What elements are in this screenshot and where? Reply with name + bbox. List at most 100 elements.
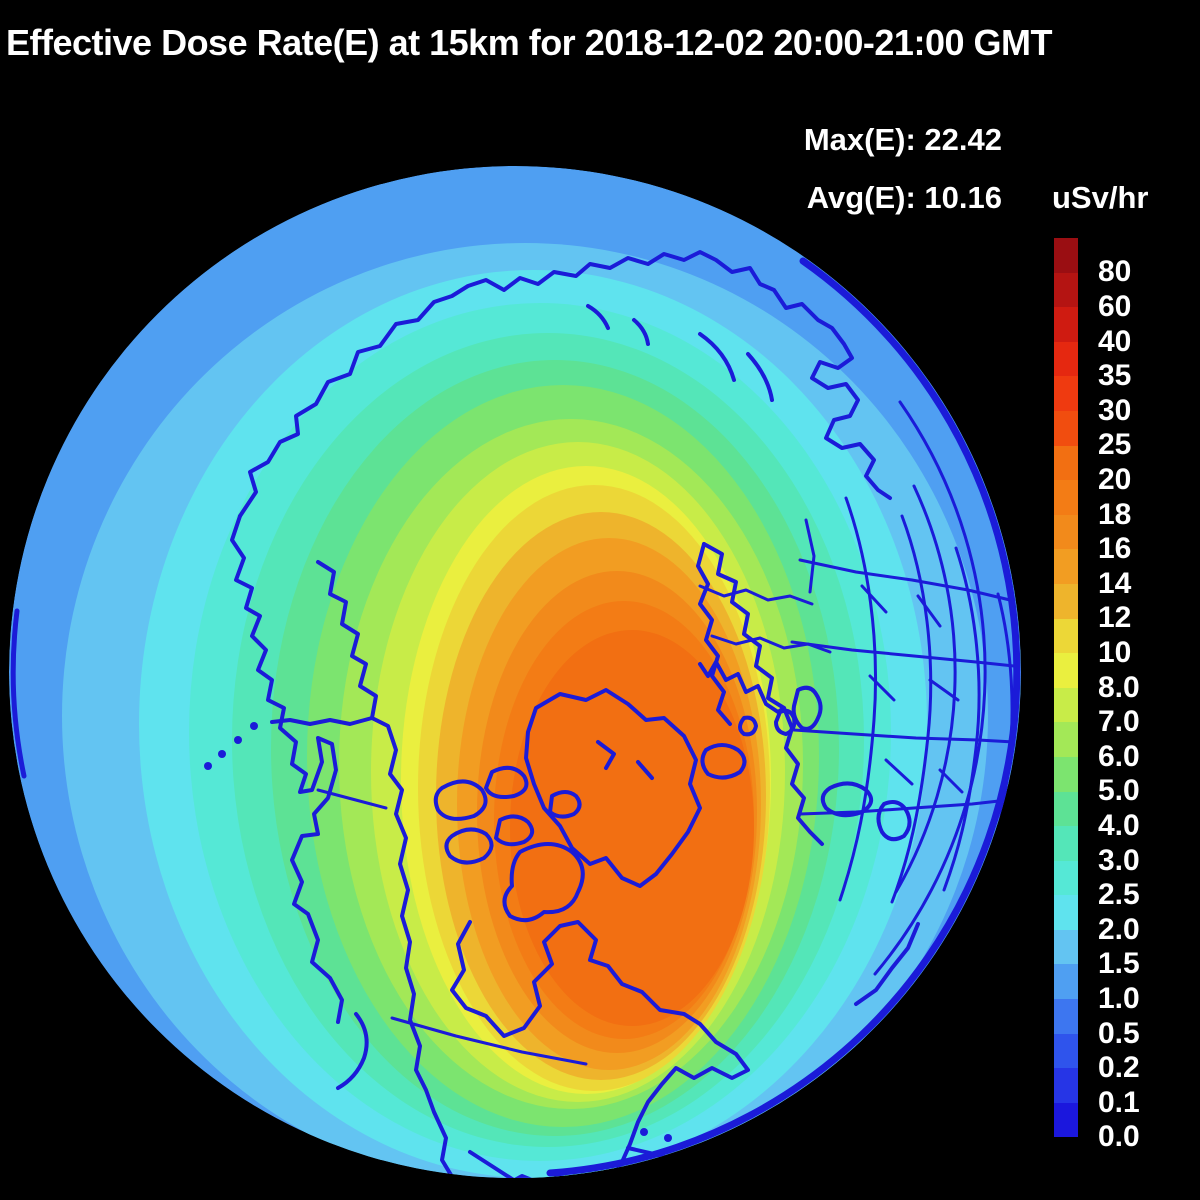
coastline-scandinavia — [698, 542, 786, 714]
limb-arc-bottom — [546, 1111, 755, 1177]
colorbar-tick-label: 10 — [1098, 635, 1132, 669]
pacific-island — [68, 1038, 76, 1046]
coastlines-layer — [10, 250, 1021, 1178]
colorbar-segment — [1054, 272, 1078, 308]
limb-coast-arcs — [10, 257, 1021, 1177]
coastline-mediterranean-africa — [854, 922, 920, 1006]
coastline-alaska-peninsula — [270, 716, 374, 726]
colorbar-tick-label: 1.0 — [1098, 981, 1140, 1015]
dose-bands — [62, 243, 988, 1178]
aleutian-island — [250, 722, 258, 730]
pacific-island — [91, 1046, 99, 1054]
colorbar-tick-label: 2.5 — [1098, 878, 1140, 912]
stats-block: Max(E): 22.42 Avg(E): 10.16 — [700, 122, 1002, 238]
colorbar-segment — [1054, 480, 1078, 515]
coastline-europe — [782, 706, 824, 846]
coastline-gulf-coast — [502, 1174, 600, 1178]
coastline-iceland — [700, 743, 747, 780]
colorbar — [1054, 238, 1078, 1138]
colorbar-tick-label: 12 — [1098, 601, 1132, 635]
caribbean-island — [664, 1134, 672, 1142]
colorbar-tick-label: 2.0 — [1098, 912, 1140, 946]
coastline-greenland — [524, 688, 702, 888]
colorbar-tick-label: 0.0 — [1098, 1120, 1140, 1154]
aleutian-island — [204, 762, 212, 770]
colorbar-tick-label: 7.0 — [1098, 705, 1140, 739]
aleutian-island — [234, 736, 242, 744]
colorbar-segment — [1054, 999, 1078, 1034]
border-us-canada — [390, 1016, 588, 1066]
colorbar-tick-label: 18 — [1098, 497, 1132, 531]
coastline-alaska-west-coast — [316, 560, 456, 1178]
caribbean-island — [640, 1128, 648, 1136]
colorbar-tick-label: 16 — [1098, 532, 1132, 566]
coastline-hudson-bay-east-canada — [450, 920, 750, 1178]
colorbar-tick-label: 1.5 — [1098, 947, 1140, 981]
colorbar-segment — [1054, 618, 1078, 654]
colorbar-segment — [1054, 376, 1078, 411]
colorbar-tick-label: 5.0 — [1098, 774, 1140, 808]
colorbar-segment — [1054, 860, 1078, 896]
colorbar-segment — [1054, 653, 1078, 688]
coastline-mexico-gulf — [468, 1150, 556, 1178]
colorbar-segment — [1054, 1033, 1078, 1069]
colorbar-segment — [1054, 964, 1078, 1000]
colorbar-segment — [1054, 238, 1078, 273]
colorbar-tick-label: 4.0 — [1098, 808, 1140, 842]
colorbar-segment — [1054, 826, 1078, 861]
coastline-east-asia — [230, 514, 344, 1024]
colorbar-segment — [1054, 514, 1078, 550]
colorbar-tick-label: 0.5 — [1098, 1016, 1140, 1050]
colorbar-segment — [1054, 791, 1078, 827]
colorbar-tick-label: 8.0 — [1098, 670, 1140, 704]
colorbar-tick-label: 6.0 — [1098, 739, 1140, 773]
colorbar-legend: 80 60 40 35 30 25 20 18 16 14 12 10 8.0 7.0 6.0 5.0 4.0 3… — [1054, 238, 1200, 1153]
colorbar-segment — [1054, 583, 1078, 619]
colorbar-segment — [1054, 895, 1078, 930]
colorbar-segment — [1054, 687, 1078, 723]
limb-border-arc-2 — [894, 484, 957, 894]
pacific-island — [76, 1056, 84, 1064]
coastline-norway-fjords — [696, 542, 732, 726]
colorbar-tick-label: 0.2 — [1098, 1051, 1140, 1085]
avg-dose-value: Avg(E): 10.16 — [806, 180, 1002, 215]
border-alaska-yukon — [316, 788, 388, 810]
colorbar-tick-label: 60 — [1098, 289, 1132, 323]
coastline-greenland-fjords — [596, 740, 654, 780]
colorbar-tick-label: 20 — [1098, 462, 1132, 496]
coastline-caspian-sea — [876, 800, 912, 842]
colorbar-segment — [1054, 341, 1078, 377]
coastline-arctic-islands — [586, 304, 774, 402]
coastline-denmark — [738, 715, 758, 737]
page-title: Effective Dose Rate(E) at 15km for 2018-… — [6, 22, 1052, 63]
colorbar-segment — [1054, 549, 1078, 584]
colorbar-segment — [1054, 1068, 1078, 1103]
colorbar-tick-label: 14 — [1098, 566, 1132, 600]
limb-arc-left — [10, 608, 27, 779]
colorbar-tick-label: 0.1 — [1098, 1085, 1140, 1119]
colorbar-segment — [1054, 445, 1078, 481]
dose-band-20 — [510, 630, 754, 1026]
colorbar-units-label: uSv/hr — [1052, 180, 1149, 215]
limb-arc-right — [747, 257, 1021, 1119]
colorbar-tick-label: 25 — [1098, 428, 1132, 462]
coastline-siberia — [238, 250, 892, 518]
colorbar-tick-label: 35 — [1098, 359, 1132, 393]
colorbar-tick-label: 3.0 — [1098, 843, 1140, 877]
colorbar-tick-label: 40 — [1098, 324, 1132, 358]
colorbar-segment — [1054, 929, 1078, 965]
colorbar-segment — [1054, 722, 1078, 757]
colorbar-segment — [1054, 410, 1078, 446]
colorbar-tick-label: 30 — [1098, 393, 1132, 427]
colorbar-segment — [1054, 307, 1078, 342]
limb-border-arc-1 — [873, 400, 987, 976]
colorbar-segment — [1054, 1102, 1078, 1138]
coastline-arctic-archipelago — [433, 765, 585, 923]
colorbar-tick-label: 80 — [1098, 255, 1132, 289]
colorbar-segment — [1054, 756, 1078, 792]
coastline-japan — [336, 1012, 369, 1090]
aleutian-island — [218, 750, 226, 758]
max-dose-value: Max(E): 22.42 — [803, 122, 1002, 157]
